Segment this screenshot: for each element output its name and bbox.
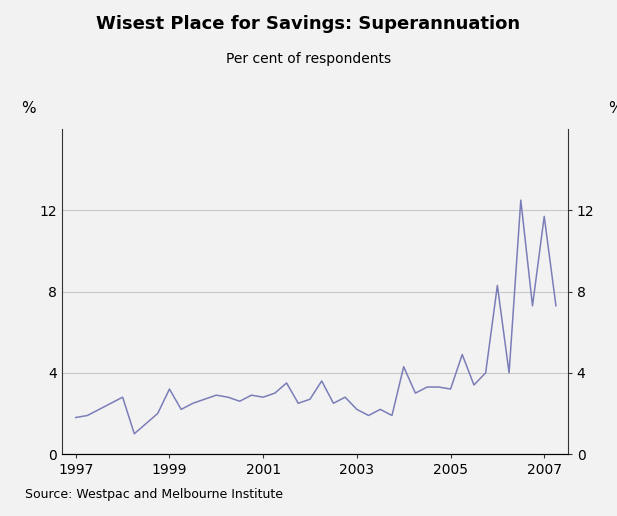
Text: Per cent of respondents: Per cent of respondents — [226, 52, 391, 66]
Text: Source: Westpac and Melbourne Institute: Source: Westpac and Melbourne Institute — [25, 488, 283, 501]
Text: %: % — [608, 101, 617, 116]
Text: Wisest Place for Savings: Superannuation: Wisest Place for Savings: Superannuation — [96, 15, 521, 34]
Text: %: % — [21, 101, 36, 116]
